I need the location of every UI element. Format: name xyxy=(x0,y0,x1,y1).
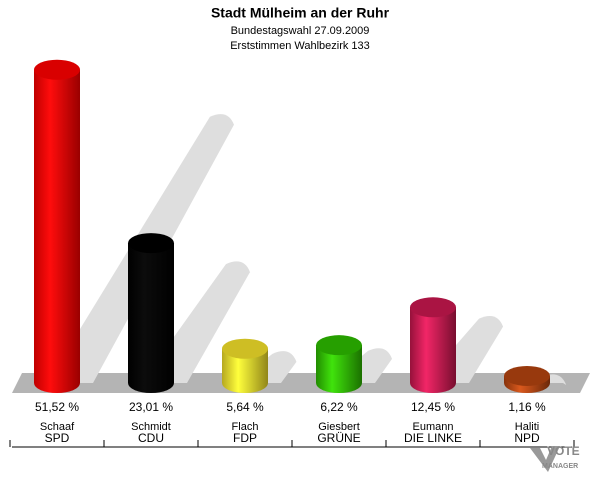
x-tick-label: DIE LINKE xyxy=(404,431,462,445)
x-tick-label: FDP xyxy=(233,431,257,445)
value-label: 23,01 % xyxy=(129,400,173,414)
x-tick-label: NPD xyxy=(514,431,540,445)
x-tick-label: GRÜNE xyxy=(317,431,360,445)
chart-subtitle: Erststimmen Wahlbezirk 133 xyxy=(230,40,370,52)
floor xyxy=(12,373,590,393)
logo-text: VOTE xyxy=(547,444,580,458)
bar-top xyxy=(504,365,550,386)
candidate-label: Eumann xyxy=(413,421,454,433)
chart-title: Stadt Mülheim an der Ruhr xyxy=(211,5,390,21)
bar xyxy=(34,69,80,384)
value-label: 12,45 % xyxy=(411,400,455,414)
candidate-label: Haliti xyxy=(515,421,539,433)
candidate-label: Schmidt xyxy=(131,421,171,433)
candidate-label: Flach xyxy=(232,421,259,433)
logo: VOTE MANAGER xyxy=(530,444,580,472)
bar-top xyxy=(410,297,456,318)
candidate-label: Schaaf xyxy=(40,421,75,433)
value-label: 1,16 % xyxy=(508,400,546,414)
value-label: 5,64 % xyxy=(226,400,264,414)
bar-top xyxy=(222,338,268,359)
bar-top xyxy=(316,335,362,356)
candidate-label: Giesbert xyxy=(318,421,360,433)
bar-top xyxy=(128,233,174,254)
chart-subtitle: Bundestagswahl 27.09.2009 xyxy=(231,25,370,37)
value-label: 51,52 % xyxy=(35,400,79,414)
value-label: 6,22 % xyxy=(320,400,358,414)
logo-text: MANAGER xyxy=(542,463,578,470)
bar xyxy=(410,307,456,383)
x-tick-label: SPD xyxy=(45,431,70,445)
x-tick-label: CDU xyxy=(138,431,164,445)
logo-icon xyxy=(530,446,560,472)
bar-top xyxy=(34,59,80,80)
bar xyxy=(128,243,174,383)
